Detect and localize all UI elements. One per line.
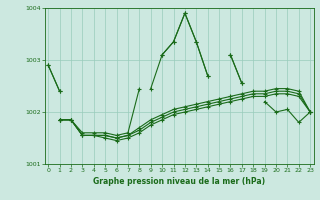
X-axis label: Graphe pression niveau de la mer (hPa): Graphe pression niveau de la mer (hPa) — [93, 177, 265, 186]
